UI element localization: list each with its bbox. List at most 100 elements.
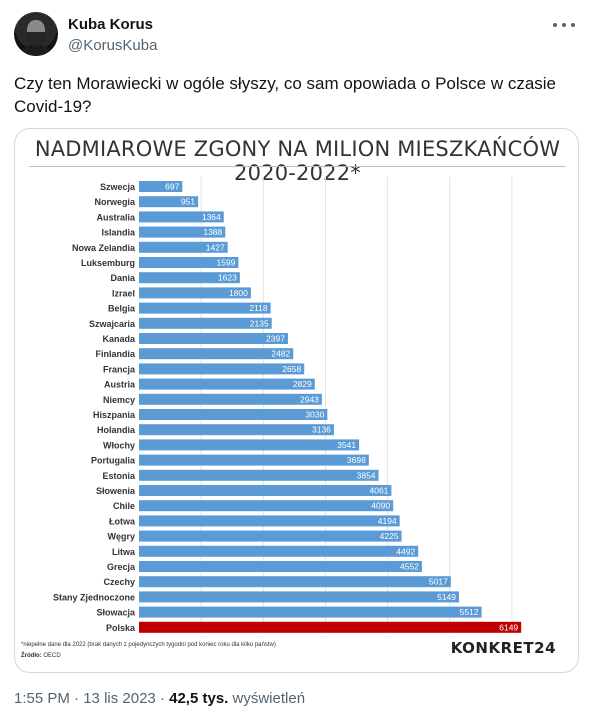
tweet-meta: 1:55 PM · 13 lis 2023 · 42,5 tys. wyświe… (14, 690, 305, 707)
category-label: Litwa (112, 547, 136, 557)
bar-value-label: 2943 (300, 394, 319, 404)
bar-value-label: 697 (165, 182, 179, 192)
bar (139, 515, 400, 527)
category-label: Chile (113, 501, 135, 511)
bar (139, 424, 334, 436)
category-label: Czechy (103, 577, 135, 587)
chart-title: NADMIAROWE ZGONY NA MILION MIESZKAŃCÓW 2… (34, 137, 561, 185)
bar (139, 606, 482, 618)
views-label: wyświetleń (232, 690, 306, 707)
category-label: Niemcy (103, 395, 135, 405)
bar (139, 485, 392, 496)
bar-value-label: 5512 (460, 607, 479, 617)
bar-value-label: 1599 (216, 258, 235, 268)
bar (139, 226, 226, 238)
bar (139, 393, 322, 405)
category-label: Portugalia (91, 456, 136, 466)
bar (139, 302, 271, 314)
bar-value-label: 3541 (337, 440, 356, 450)
bar (139, 363, 305, 375)
bar (139, 591, 460, 603)
bar-value-label: 1388 (203, 227, 222, 237)
category-label: Norwegia (94, 197, 136, 207)
bar-value-label: 5149 (437, 592, 456, 602)
bar (139, 257, 239, 268)
bar (139, 439, 360, 451)
category-label: Szwajcaria (89, 319, 136, 329)
bar (139, 241, 228, 253)
bar (139, 469, 379, 481)
category-label: Stany Zjednoczone (53, 592, 135, 602)
bar-chart: Szwecja 697 Norwegia 951 Australia 1364 Island… (53, 177, 522, 634)
bar-value-label: 3854 (357, 470, 376, 480)
bar (139, 621, 522, 633)
bar-value-label: 4090 (371, 501, 390, 511)
category-label: Izrael (112, 288, 135, 298)
bar (139, 561, 422, 572)
category-label: Węgry (107, 532, 135, 542)
category-label: Słowenia (96, 486, 136, 496)
bar-value-label: 3698 (347, 455, 366, 465)
bar (139, 500, 394, 512)
bar-value-label: 4061 (369, 486, 388, 496)
bar-value-label: 4225 (380, 531, 399, 541)
bar-value-label: 4492 (396, 546, 415, 556)
author-display-name[interactable]: Kuba Korus (68, 16, 154, 33)
bar-value-label: 2118 (249, 303, 268, 313)
bar-value-label: 1427 (206, 242, 225, 252)
bar (139, 317, 272, 329)
views-count: 42,5 tys. (169, 690, 229, 707)
bar-value-label: 1364 (202, 212, 221, 222)
category-label: Słowacja (96, 608, 136, 618)
category-label: Grecja (107, 562, 136, 572)
category-label: Dania (110, 273, 136, 283)
category-label: Kanada (102, 334, 136, 344)
bar (139, 181, 183, 192)
category-label: Włochy (103, 440, 135, 450)
bar-value-label: 2658 (282, 364, 301, 374)
chart-source-value: OECD (43, 653, 61, 659)
bar-value-label: 3136 (312, 425, 331, 435)
user-avatar[interactable] (14, 12, 58, 56)
tweet-text: Czy ten Morawiecki w ogóle słyszy, co sa… (14, 74, 557, 116)
bar (139, 348, 294, 360)
bar-value-label: 3030 (305, 410, 324, 420)
tweet-header: Kuba Korus @KorusKuba (14, 12, 579, 58)
bar (139, 333, 288, 344)
bar (139, 272, 240, 284)
meta-separator: · (159, 690, 165, 707)
bar-value-label: 1623 (218, 273, 237, 283)
category-label: Polska (106, 623, 136, 633)
category-label: Luksemburg (81, 258, 135, 268)
category-label: Belgia (108, 304, 136, 314)
bar (139, 545, 419, 557)
tweet-time[interactable]: 1:55 PM (14, 690, 70, 707)
bar-value-label: 2482 (271, 349, 290, 359)
bar-value-label: 4194 (378, 516, 397, 526)
category-label: Hiszpania (93, 410, 136, 420)
chart-footnote: *niepełne dane dla 2022 (brak danych z p… (21, 642, 276, 648)
bar (139, 409, 328, 420)
category-label: Islandia (101, 228, 136, 238)
author-handle[interactable]: @KorusKuba (68, 37, 158, 54)
bar (139, 454, 369, 466)
bar (139, 378, 315, 390)
category-label: Austria (104, 380, 136, 390)
avatar-shoulders (18, 44, 54, 56)
more-horizontal-icon[interactable] (553, 16, 575, 34)
category-label: Szwecja (100, 182, 136, 192)
category-label: Holandia (97, 425, 136, 435)
konkret24-logo: KONKRET24 (450, 639, 556, 657)
category-label: Estonia (102, 471, 136, 481)
bar-value-label: 5017 (429, 577, 448, 587)
tweet-date[interactable]: 13 lis 2023 (83, 690, 156, 707)
bar (139, 576, 451, 588)
tweet-media-chart[interactable]: NADMIAROWE ZGONY NA MILION MIESZKAŃCÓW 2… (14, 128, 579, 673)
meta-separator: · (74, 690, 80, 707)
avatar-beard (26, 32, 46, 46)
bar-value-label: 1800 (229, 288, 248, 298)
bar-value-label: 6149 (499, 622, 518, 632)
category-label: Australia (96, 212, 136, 222)
category-label: Finlandia (95, 349, 135, 359)
category-label: Łotwa (109, 516, 136, 526)
